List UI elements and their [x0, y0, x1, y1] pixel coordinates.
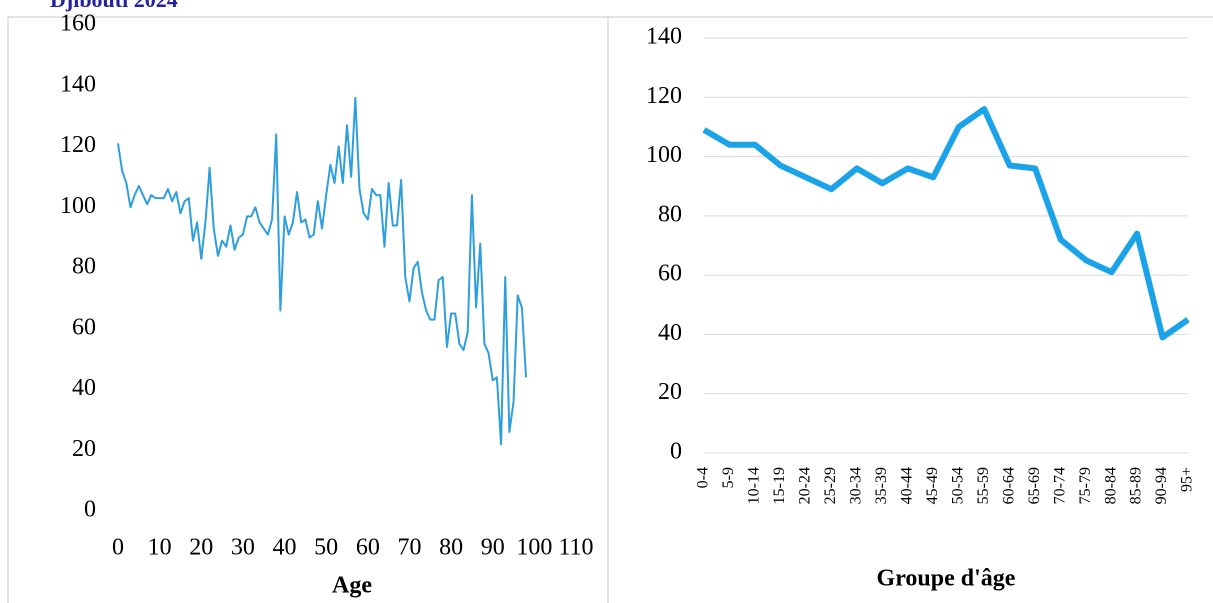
- y-tick-label: 60: [658, 261, 682, 287]
- y-tick-label: 120: [646, 83, 682, 109]
- x-tick-label: 60-64: [1000, 467, 1017, 504]
- y-tick-label: 160: [60, 11, 96, 37]
- x-tick-label: 20: [189, 535, 213, 561]
- y-tick-label: 140: [60, 71, 96, 97]
- x-tick-label: 75-79: [1077, 467, 1094, 504]
- x-tick-label: 110: [558, 535, 593, 561]
- y-tick-label: 80: [658, 201, 682, 227]
- x-tick-label: 25-29: [822, 467, 839, 504]
- x-tick-label: 80-84: [1102, 467, 1119, 504]
- y-tick-label: 40: [658, 320, 682, 346]
- x-tick-label: 15-19: [771, 467, 788, 504]
- y-tick-label: 100: [60, 193, 96, 219]
- x-tick-label: 10-14: [746, 467, 763, 504]
- x-tick-label: 40: [273, 535, 297, 561]
- x-tick-label: 65-69: [1026, 467, 1043, 504]
- x-tick-label: 95+: [1179, 467, 1196, 492]
- x-tick-label: 0: [112, 535, 124, 561]
- y-tick-label: 140: [646, 24, 682, 50]
- x-tick-label: 45-49: [924, 467, 941, 504]
- x-tick-label: 70-74: [1051, 467, 1068, 504]
- data-line: [117, 96, 528, 446]
- y-tick-label: 120: [60, 132, 96, 158]
- data-line: [702, 106, 1190, 341]
- y-tick-label: 40: [72, 375, 96, 401]
- y-tick-label: 80: [72, 254, 96, 280]
- x-tick-label: 50-54: [949, 467, 966, 504]
- y-tick-label: 100: [646, 142, 682, 168]
- x-tick-label: 30: [231, 535, 255, 561]
- x-tick-label: 90: [481, 535, 505, 561]
- x-tick-label: 80: [439, 535, 463, 561]
- x-tick-label: 0-4: [695, 467, 712, 488]
- y-tick-label: 20: [72, 436, 96, 462]
- y-tick-label: 0: [84, 497, 96, 523]
- x-tick-label: 35-39: [873, 467, 890, 504]
- x-axis-title: Groupe d'âge: [877, 566, 1016, 592]
- x-tick-label: 100: [516, 535, 552, 561]
- page-title: Djibouti 2024: [50, 0, 178, 12]
- y-tick-label: 0: [670, 439, 682, 465]
- x-tick-label: 55-59: [975, 467, 992, 504]
- x-axis-title: Age: [332, 573, 372, 599]
- x-tick-label: 30-34: [848, 467, 865, 504]
- x-tick-label: 10: [148, 535, 172, 561]
- x-tick-label: 70: [397, 535, 421, 561]
- x-tick-label: 40-44: [898, 467, 915, 504]
- y-tick-label: 60: [72, 314, 96, 340]
- x-tick-label: 20-24: [797, 467, 814, 504]
- x-tick-label: 50: [314, 535, 338, 561]
- x-tick-label: 85-89: [1128, 467, 1145, 504]
- x-tick-label: 5-9: [720, 467, 737, 488]
- x-tick-label: 90-94: [1153, 467, 1170, 504]
- x-tick-label: 60: [356, 535, 380, 561]
- y-tick-label: 20: [658, 379, 682, 405]
